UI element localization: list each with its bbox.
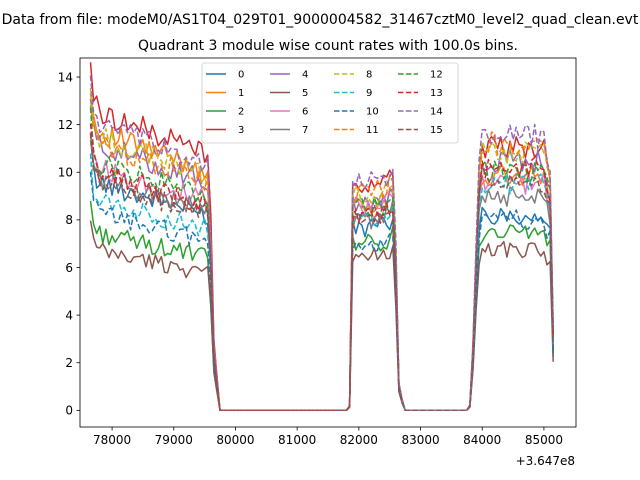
series-line-10 bbox=[89, 171, 554, 412]
legend-label-2: 2 bbox=[238, 107, 244, 118]
legend-frame bbox=[201, 62, 459, 144]
y-tick-label: 8 bbox=[65, 213, 73, 227]
x-tick-label: 82000 bbox=[340, 433, 378, 447]
plot-area bbox=[79, 57, 577, 428]
x-tick-label: 79000 bbox=[155, 433, 193, 447]
x-tick-label: 84000 bbox=[463, 433, 501, 447]
series-line-13 bbox=[89, 123, 554, 412]
legend-label-13: 13 bbox=[430, 88, 443, 99]
legend-label-7: 7 bbox=[302, 125, 308, 136]
legend-label-0: 0 bbox=[238, 70, 244, 81]
legend-label-15: 15 bbox=[430, 125, 443, 136]
x-tick-label: 78000 bbox=[93, 433, 131, 447]
y-tick-label: 12 bbox=[58, 118, 73, 132]
figure-suptitle: Data from file: modeM0/AS1T04_029T01_900… bbox=[2, 12, 639, 28]
y-tick-label: 14 bbox=[58, 70, 73, 84]
y-tick-label: 0 bbox=[65, 404, 73, 418]
series-lines bbox=[89, 62, 554, 412]
series-line-15 bbox=[89, 133, 554, 412]
legend-label-10: 10 bbox=[366, 107, 379, 118]
legend-label-4: 4 bbox=[302, 70, 308, 81]
legend-label-14: 14 bbox=[430, 107, 443, 118]
x-tick-label: 85000 bbox=[525, 433, 563, 447]
y-tick-label: 10 bbox=[58, 166, 73, 180]
x-tick-label: 83000 bbox=[401, 433, 439, 447]
legend-label-8: 8 bbox=[366, 70, 372, 81]
x-offset-label: +3.647e8 bbox=[516, 454, 575, 468]
x-tick-label: 80000 bbox=[216, 433, 254, 447]
legend-label-3: 3 bbox=[238, 125, 244, 136]
y-tick-label: 2 bbox=[65, 356, 73, 370]
legend-label-1: 1 bbox=[238, 88, 244, 99]
y-tick-label: 6 bbox=[65, 261, 73, 275]
y-tick-label: 4 bbox=[65, 308, 73, 322]
legend-label-6: 6 bbox=[302, 107, 308, 118]
series-line-5 bbox=[89, 220, 554, 412]
series-line-0 bbox=[89, 133, 554, 412]
axis-ticks: 78000 79000 80000 81000 82000 83000 84000 85000… bbox=[58, 70, 563, 447]
legend-label-12: 12 bbox=[430, 70, 443, 81]
axes-frame bbox=[79, 57, 577, 428]
series-line-2 bbox=[89, 200, 554, 412]
chart-title: Quadrant 3 module wise count rates with … bbox=[138, 38, 518, 54]
legend-label-11: 11 bbox=[366, 125, 379, 136]
legend-label-5: 5 bbox=[302, 88, 308, 99]
legend-label-9: 9 bbox=[366, 88, 372, 99]
x-tick-label: 81000 bbox=[278, 433, 316, 447]
